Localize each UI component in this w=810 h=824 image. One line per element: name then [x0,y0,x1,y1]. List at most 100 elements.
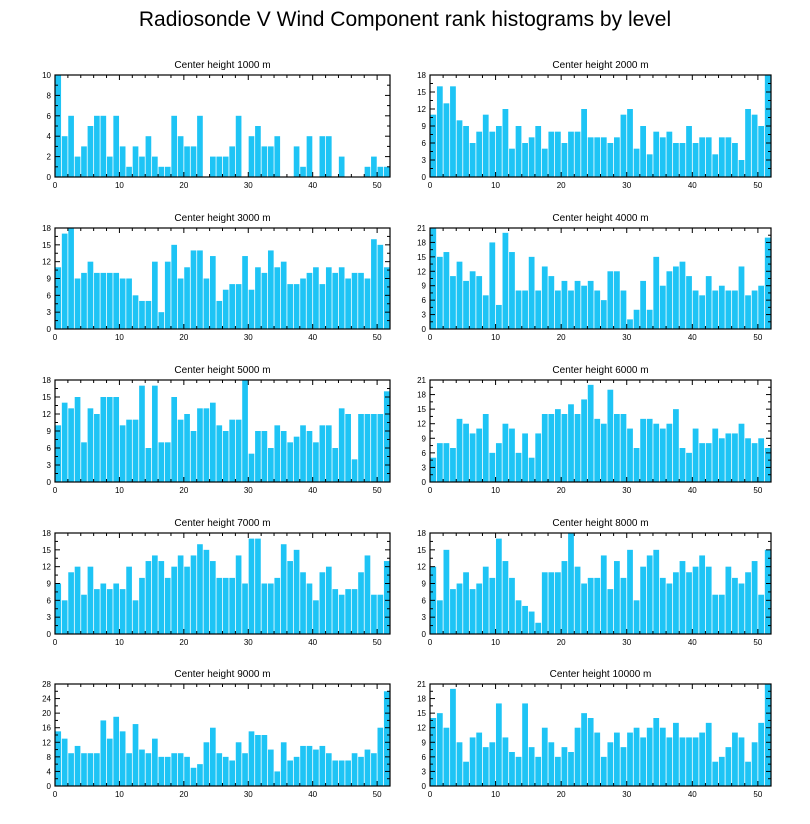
histogram-bar [659,428,666,482]
histogram-bar [725,566,732,634]
x-tick-label: 50 [753,638,762,647]
histogram-bar [600,137,607,177]
histogram-bar [679,143,686,177]
histogram-bar [627,732,633,786]
y-tick-label: 6 [422,296,427,305]
histogram-bar [554,290,561,329]
histogram-bar [509,428,515,482]
histogram-bar [371,156,377,177]
x-tick-label: 20 [557,638,566,647]
histogram-bar [758,285,765,329]
histogram-bar [171,244,178,329]
histogram-bar [55,75,62,177]
histogram-bar [607,589,614,634]
histogram-bar [293,756,300,786]
histogram-bar [61,233,68,329]
histogram-bar [171,397,178,482]
histogram-bar [718,594,725,634]
histogram-bar [653,549,660,634]
histogram-bar [633,148,640,177]
histogram-bar [614,732,620,786]
histogram-bar [712,154,719,177]
x-tick-label: 20 [557,790,566,799]
y-tick-label: 18 [417,238,426,247]
y-tick-label: 12 [417,724,426,733]
histogram-bar [132,146,139,177]
x-tick-label: 0 [428,638,433,647]
histogram-bar [287,284,293,329]
histogram-bar [673,572,679,634]
histogram-bar [653,131,660,177]
histogram-bar [640,126,647,177]
y-tick-label: 18 [417,71,426,80]
histogram-bar [119,731,126,786]
y-tick-label: 3 [47,613,52,622]
histogram-bar [600,756,607,786]
histogram-bar [469,589,476,634]
y-tick-label: 15 [42,241,51,250]
histogram-bar [738,266,745,329]
histogram-bar [313,267,319,329]
histogram-bar [358,572,364,634]
panel-title: Center height 8000 m [552,518,648,529]
histogram-bar [633,448,640,482]
y-tick-label: 4 [47,767,52,776]
histogram-bar [126,566,132,634]
y-tick-label: 21 [417,680,426,689]
histogram-bar [119,146,126,177]
histogram-bar [184,414,190,482]
histogram-bar [68,572,74,634]
histogram-bar [745,295,751,329]
histogram-bar [692,143,699,177]
histogram-bar [679,737,686,786]
x-tick-label: 50 [373,181,382,190]
histogram-bar [732,290,738,329]
histogram-bar [620,577,627,634]
histogram-bar [293,549,300,634]
panel-title: Center height 10000 m [550,669,652,680]
y-tick-label: 6 [47,112,52,121]
histogram-bar [653,423,660,482]
histogram-bar [620,114,627,177]
panel-title: Center height 5000 m [174,365,270,376]
x-tick-label: 10 [491,486,500,495]
histogram-bar [751,290,758,329]
histogram-bar [600,300,607,329]
histogram-bar [561,280,568,329]
y-tick-label: 21 [417,224,426,233]
histogram-bar [106,397,113,482]
histogram-panel-4: Center height 4000 m 0 10 20 30 40 50 0 3 6 9 12 15 1… [417,213,772,342]
x-tick-label: 10 [115,638,124,647]
histogram-bar [620,414,627,482]
histogram-bar [581,583,587,634]
histogram-bar [436,443,443,482]
histogram-bar [293,146,300,177]
histogram-bar [587,577,594,634]
y-tick-label: 3 [47,461,52,470]
histogram-bar [718,285,725,329]
histogram-bar [568,404,574,482]
histogram-bar [203,278,210,329]
histogram-bar [574,566,581,634]
histogram-bar [61,136,68,177]
histogram-bar [351,459,358,482]
histogram-bar [358,756,364,786]
histogram-bar [306,431,313,482]
histogram-bar [528,256,535,329]
histogram-bar [274,577,281,634]
histogram-bar [600,555,607,634]
histogram-bar [561,561,568,634]
histogram-bar [371,239,377,329]
histogram-bar [364,278,371,329]
histogram-bar [522,290,528,329]
histogram-bar [443,727,450,786]
histogram-bar [197,115,203,177]
x-tick-label: 0 [428,181,433,190]
x-tick-label: 0 [53,181,58,190]
histogram-bar [319,136,326,177]
histogram-bar [338,267,345,329]
histogram-bar [248,136,255,177]
histogram-bar [751,443,758,482]
histogram-bar [745,109,751,177]
histogram-bar [287,561,293,634]
